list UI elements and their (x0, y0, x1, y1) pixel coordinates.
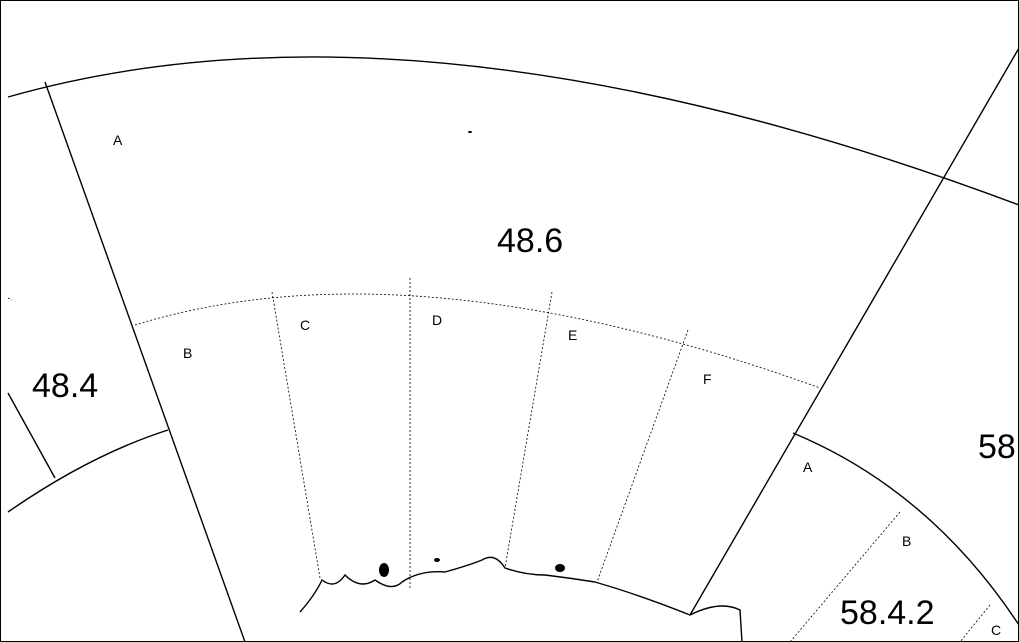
region-label: 48.6 (497, 222, 563, 260)
region-label: A (803, 459, 813, 475)
boundaries (7, 47, 1019, 642)
region-label: D (432, 312, 442, 328)
region-label: E (568, 327, 577, 343)
region-label: 58 (978, 428, 1016, 466)
region-label: B (902, 533, 911, 549)
region-label: F (703, 371, 712, 387)
region-label: 48.4 (32, 367, 98, 405)
coastline (299, 131, 743, 642)
region-label: C (300, 317, 310, 333)
region-label: C (991, 622, 1001, 638)
labels: A 48.6 B C D E F 48.4 58 A B 58.4.2 C (32, 132, 1016, 638)
region-label: A (113, 132, 123, 148)
region-label: B (183, 345, 192, 361)
region-label: 58.4.2 (840, 594, 935, 632)
